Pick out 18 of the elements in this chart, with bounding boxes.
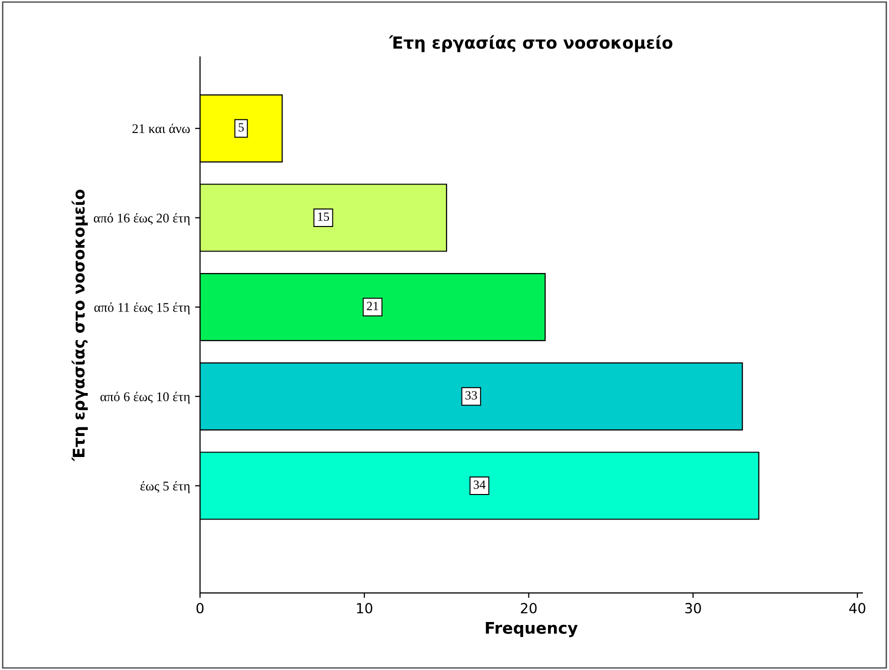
- x-tick-label: 30: [685, 602, 701, 614]
- x-tick-label: 0: [196, 602, 204, 614]
- x-tick-label: 10: [357, 602, 372, 614]
- data-label: 15: [318, 212, 330, 221]
- y-tick-label: έως 5 έτη: [140, 481, 190, 494]
- y-tick-label: από 16 έως 20 έτη: [94, 213, 190, 226]
- y-tick-label: από 11 έως 15 έτη: [94, 302, 190, 315]
- x-tick-label: 20: [520, 602, 537, 614]
- data-label: 21: [366, 302, 378, 310]
- y-tick-label: από 6 έως 10 έτη: [100, 392, 190, 404]
- y-tick-label: 21 και άνω: [132, 124, 190, 134]
- data-label: 5: [238, 123, 244, 132]
- y-axis-title: Έτη εργασίας στο νοσοκομείο: [72, 190, 88, 462]
- data-label: 34: [474, 480, 486, 489]
- data-label: 33: [466, 391, 477, 400]
- x-axis-title: Frequency: [486, 622, 578, 638]
- chart-title: Έτη εργασίας στο νοσοκομείο: [388, 35, 672, 52]
- x-tick-label: 40: [849, 602, 866, 614]
